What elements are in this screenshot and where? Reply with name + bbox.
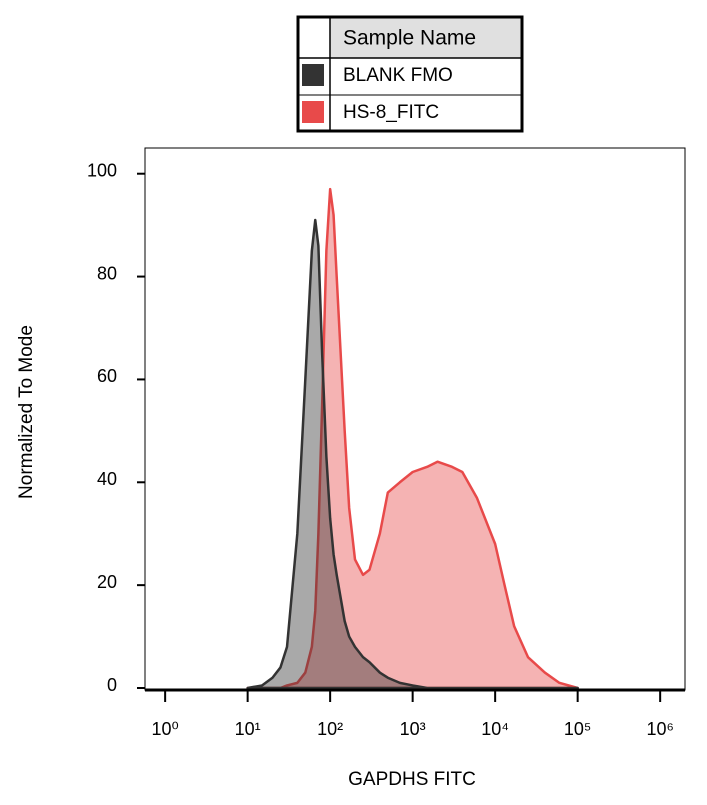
y-axis-label: Normalized To Mode: [16, 325, 37, 499]
x-tick-label: 10⁶: [646, 719, 673, 739]
x-axis-label: GAPDHS FITC: [348, 769, 476, 790]
x-tick-label: 10³: [400, 719, 426, 739]
y-tick-label: 80: [97, 263, 117, 283]
y-tick-label: 0: [107, 675, 117, 695]
area: [246, 187, 579, 690]
x-tick-label: 10⁴: [481, 719, 509, 739]
x-tick-label: 10²: [317, 719, 343, 739]
legend-swatch: [302, 64, 324, 86]
y-tick-label: 40: [97, 469, 117, 489]
legend-title: Sample Name: [343, 27, 476, 50]
legend-label: HS-8_FITC: [343, 102, 439, 123]
legend-header-bg: [330, 18, 521, 58]
y-tick-label: 20: [97, 572, 117, 592]
legend: Sample Name: [296, 15, 524, 133]
area: [246, 218, 579, 690]
y-tick-label: 60: [97, 366, 117, 386]
legend-label: BLANK FMO: [343, 65, 453, 86]
y-tick-label: 100: [87, 160, 117, 180]
x-tick-label: 10¹: [235, 719, 261, 739]
x-tick-label: 10⁰: [152, 719, 179, 739]
x-tick-label: 10⁵: [564, 719, 591, 739]
legend-swatch: [302, 101, 324, 123]
